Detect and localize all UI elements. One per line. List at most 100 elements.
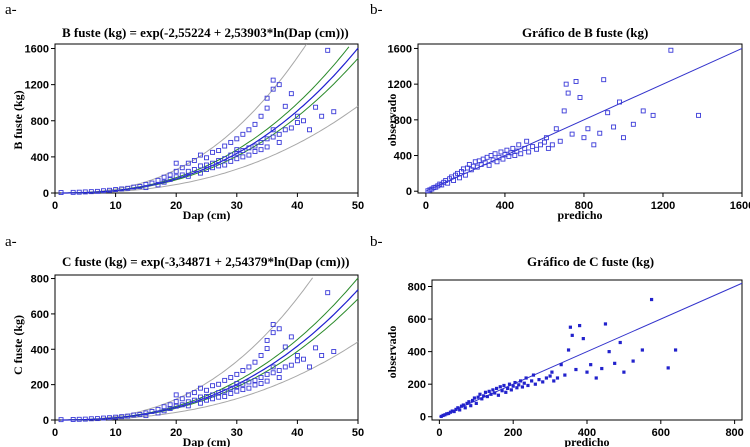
- data-point-3-9: [456, 406, 460, 410]
- data-point-2-59: [246, 364, 252, 370]
- panel-letter-b-top: b-: [370, 2, 383, 18]
- data-point-0-18: [161, 179, 167, 185]
- data-point-3-73: [618, 340, 622, 345]
- data-point-0-73: [270, 77, 276, 83]
- data-point-2-5: [94, 416, 100, 422]
- x-tick-label-3-4: 800: [725, 427, 743, 439]
- x-tick-label-1-3: 1200: [651, 200, 675, 212]
- data-point-2-81: [294, 358, 300, 364]
- data-point-2-11: [131, 412, 137, 418]
- data-point-2-75: [276, 326, 282, 332]
- data-point-0-0: [58, 190, 64, 195]
- x-tick-label-0-5: 50: [352, 200, 364, 212]
- chart-title-c-fuste-graph: Gráfico de C fuste (kg): [527, 254, 655, 269]
- data-point-0-53: [234, 147, 240, 153]
- data-point-1-43: [510, 145, 516, 151]
- prediction-upper-curve-2: [61, 277, 314, 421]
- y-tick-label-3-3: 600: [408, 314, 426, 326]
- y-tick-label-2-1: 200: [31, 380, 49, 392]
- data-point-3-72: [613, 361, 617, 365]
- data-point-0-9: [119, 186, 125, 192]
- data-point-3-32: [498, 385, 502, 389]
- data-point-3-59: [563, 373, 567, 377]
- data-point-0-82: [294, 113, 300, 119]
- data-point-1-69: [597, 130, 603, 136]
- data-point-0-75: [276, 82, 282, 88]
- data-point-1-61: [563, 81, 569, 87]
- data-point-1-63: [569, 131, 575, 137]
- data-point-0-11: [131, 184, 137, 190]
- prediction-lower-curve-0: [61, 105, 359, 194]
- data-point-0-12: [137, 184, 143, 189]
- data-point-1-19: [462, 172, 468, 178]
- data-point-3-12: [461, 403, 465, 407]
- data-point-0-20: [167, 177, 173, 182]
- data-point-2-60: [252, 377, 258, 383]
- data-point-2-68: [264, 346, 270, 352]
- data-point-0-45: [222, 143, 228, 149]
- x-axis-label-2: Dap (cm): [183, 435, 231, 447]
- data-point-0-71: [270, 127, 276, 133]
- data-point-3-6: [450, 409, 454, 413]
- data-point-1-49: [524, 138, 530, 144]
- data-point-3-53: [544, 376, 549, 380]
- data-point-2-44: [222, 388, 228, 394]
- data-point-3-51: [537, 378, 541, 382]
- data-point-2-54: [240, 381, 246, 387]
- data-point-3-10: [458, 408, 462, 412]
- data-point-3-55: [550, 370, 554, 374]
- fitted-curve-0: [61, 47, 359, 194]
- x-tick-label-3-3: 600: [652, 427, 670, 439]
- x-tick-label-3-0: 0: [436, 427, 442, 439]
- panel-letter-a-bottom: a-: [5, 234, 17, 250]
- data-point-2-62: [252, 359, 258, 365]
- prediction-upper-curve-0: [61, 43, 307, 194]
- data-point-0-76: [276, 139, 282, 145]
- data-point-2-43: [216, 381, 222, 387]
- data-point-3-15: [467, 400, 471, 404]
- y-tick-label-3-4: 800: [408, 282, 426, 294]
- data-point-3-26: [487, 389, 491, 393]
- data-point-2-69: [264, 337, 270, 343]
- data-point-2-36: [204, 387, 209, 393]
- chart-title-b-fuste-model: B fuste (kg) = exp(-2,55224 + 2,53903*ln…: [62, 25, 349, 40]
- data-point-3-71: [607, 350, 611, 354]
- x-axis-label-0: Dap (cm): [183, 208, 231, 222]
- data-point-3-22: [480, 397, 484, 401]
- data-point-0-61: [252, 149, 258, 154]
- data-point-3-23: [482, 394, 486, 398]
- data-point-2-52: [234, 371, 240, 377]
- data-point-3-39: [511, 384, 515, 388]
- data-point-3-74: [622, 370, 626, 374]
- data-point-0-4: [88, 189, 94, 195]
- data-point-0-35: [204, 162, 209, 168]
- y-tick-label-0-4: 1600: [25, 44, 49, 56]
- data-point-3-18: [472, 396, 477, 400]
- y-tick-label-1-3: 1200: [388, 79, 412, 91]
- data-point-3-65: [581, 337, 585, 341]
- data-point-0-36: [204, 155, 209, 161]
- x-tick-label-3-1: 200: [504, 427, 522, 439]
- data-point-1-70: [601, 77, 607, 83]
- data-point-2-26: [179, 396, 185, 402]
- data-point-0-16: [155, 182, 161, 188]
- data-point-1-50: [526, 149, 532, 155]
- data-point-2-83: [301, 356, 306, 362]
- data-point-0-64: [258, 147, 264, 153]
- data-point-3-34: [502, 383, 506, 388]
- data-point-2-4: [88, 416, 94, 422]
- data-point-3-46: [524, 376, 528, 380]
- y-tick-label-1-0: 0: [406, 186, 412, 198]
- data-point-1-54: [541, 139, 547, 145]
- data-point-2-79: [288, 362, 294, 368]
- x-tick-label-1-4: 1600: [730, 200, 750, 212]
- data-point-0-27: [185, 168, 191, 174]
- data-point-0-87: [325, 47, 331, 53]
- data-point-0-41: [216, 158, 222, 163]
- data-point-1-64: [573, 79, 579, 84]
- data-point-3-35: [504, 390, 508, 394]
- data-point-0-39: [210, 149, 216, 155]
- data-point-2-8: [113, 414, 119, 420]
- data-point-0-74: [276, 131, 282, 137]
- data-point-3-8: [454, 407, 458, 412]
